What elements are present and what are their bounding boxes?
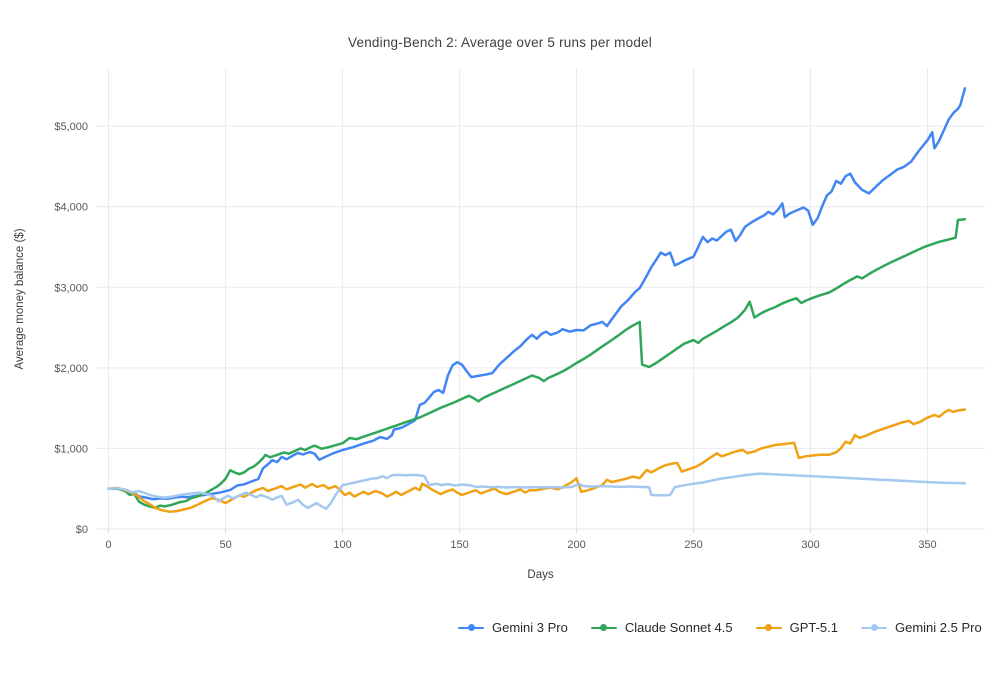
series-line-claude-sonnet-4-5 (107, 217, 967, 510)
legend-label: Gemini 2.5 Pro (895, 620, 982, 635)
legend-line-icon (861, 623, 887, 633)
series-line-gpt-5-1 (107, 408, 967, 513)
legend-label: GPT-5.1 (789, 620, 838, 635)
x-tick-label: 150 (450, 539, 468, 551)
series-line-gemini-3-pro (107, 87, 967, 501)
legend: Gemini 3 Pro Claude Sonnet 4.5 GPT-5.1 Gemi… (458, 620, 982, 635)
x-tick-label: 200 (567, 539, 585, 551)
legend-line-icon (458, 623, 484, 633)
chart-title: Vending-Bench 2: Average over 5 runs per… (348, 35, 652, 50)
legend-label: Claude Sonnet 4.5 (624, 620, 733, 635)
y-tick-label: $4,000 (54, 202, 88, 214)
y-tick-label: $5,000 (54, 121, 88, 133)
y-tick-label: $2,000 (54, 363, 88, 375)
legend-item-gemini-3-pro[interactable]: Gemini 3 Pro (458, 620, 568, 635)
x-tick-label: 300 (801, 539, 819, 551)
legend-item-gpt-5-1[interactable]: GPT-5.1 (755, 620, 838, 635)
legend-item-gemini-2-5-pro[interactable]: Gemini 2.5 Pro (861, 620, 982, 635)
legend-line-icon (755, 623, 782, 633)
x-axis-label: Days (527, 569, 554, 581)
y-tick-label: $0 (76, 524, 88, 536)
legend-label: Gemini 3 Pro (492, 620, 568, 635)
legend-line-icon (590, 623, 617, 633)
y-tick-label: $1,000 (54, 443, 88, 455)
series-line-gemini-2-5-pro (107, 472, 967, 510)
y-tick-label: $3,000 (54, 282, 88, 294)
x-tick-label: 0 (106, 539, 112, 551)
x-tick-label: 100 (333, 539, 351, 551)
x-tick-label: 50 (219, 539, 231, 551)
legend-item-claude-sonnet-4-5[interactable]: Claude Sonnet 4.5 (590, 620, 733, 635)
x-tick-label: 250 (684, 539, 702, 551)
x-tick-label: 350 (918, 539, 936, 551)
